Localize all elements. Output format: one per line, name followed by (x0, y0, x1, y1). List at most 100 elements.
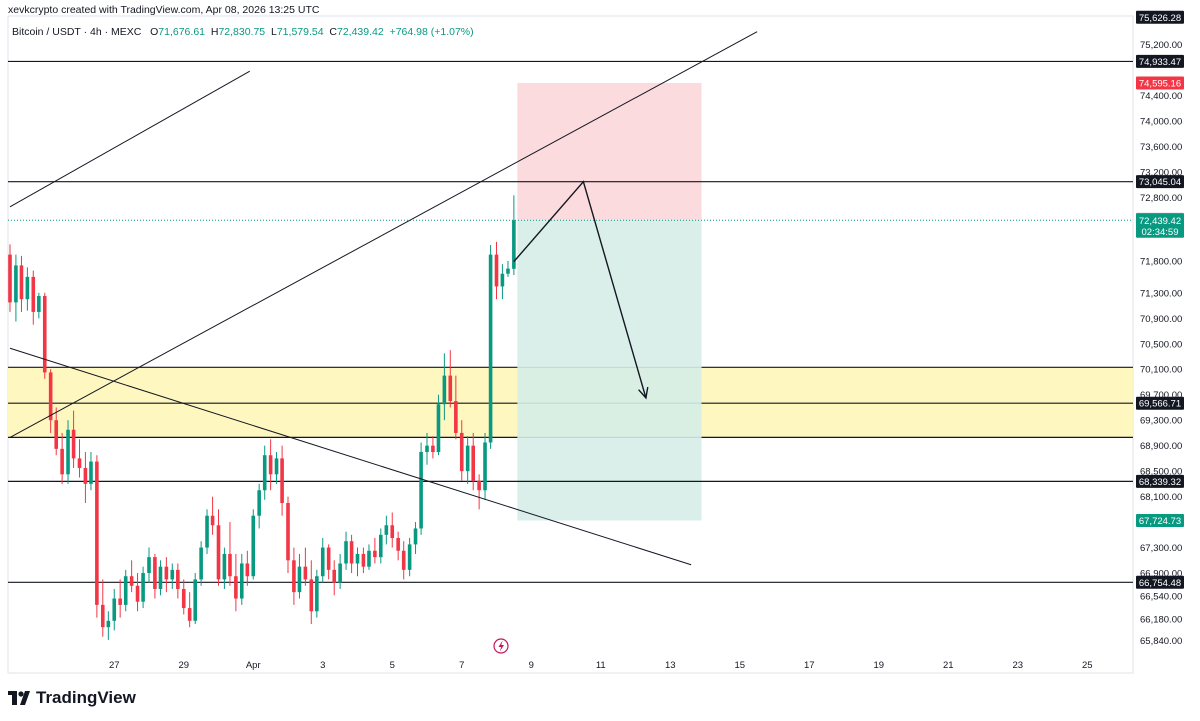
candle-body (477, 480, 481, 491)
candle (315, 569, 319, 618)
candle-body (274, 458, 279, 475)
candle (205, 509, 209, 554)
candle-body (419, 452, 423, 529)
candle-body (205, 515, 209, 548)
candle-body (332, 569, 337, 583)
candle-body (71, 429, 76, 459)
candle (494, 241, 499, 300)
candle-body (187, 608, 192, 621)
countdown-label: 02:34:59 (1142, 227, 1179, 238)
candle (228, 522, 232, 586)
y-tick-label: 70,900.00 (1140, 314, 1182, 325)
candle (419, 442, 423, 535)
candle-body (315, 576, 319, 612)
price-badge-label: 75,626.28 (1139, 13, 1181, 24)
candle (344, 531, 348, 570)
candle (448, 350, 453, 408)
candle-body (431, 445, 435, 453)
candle-body (77, 458, 82, 468)
candle-body (500, 273, 505, 287)
y-tick-label: 75,200.00 (1140, 40, 1182, 51)
candle-body (19, 265, 24, 300)
candle (506, 260, 510, 277)
candle-body (483, 442, 487, 491)
tradingview-logo-icon (8, 691, 30, 705)
y-tick-label: 73,600.00 (1140, 142, 1182, 153)
candle-body (292, 560, 296, 593)
y-tick-label: 66,180.00 (1140, 614, 1182, 625)
candle-body (210, 515, 215, 526)
candle-body (407, 544, 412, 570)
price-badge-label: 74,933.47 (1139, 57, 1181, 68)
candle-body (147, 557, 151, 574)
candle (48, 369, 53, 433)
y-tick-label: 70,500.00 (1140, 339, 1182, 350)
price-badge-label: 74,595.16 (1139, 78, 1181, 89)
candle (89, 452, 93, 491)
candle (431, 436, 435, 459)
candle (378, 528, 383, 564)
price-badge-bg (1136, 474, 1184, 488)
candle (268, 439, 273, 491)
candle (37, 292, 41, 319)
candle (239, 553, 244, 605)
candle (245, 550, 250, 586)
candle (297, 553, 302, 599)
candle-body (454, 401, 458, 433)
symbol-name[interactable]: Bitcoin / USDT · 4h · MEXC (12, 26, 142, 38)
candle-body (123, 576, 128, 605)
candle-body (37, 296, 41, 312)
candle (262, 445, 267, 500)
candle-body (141, 573, 145, 602)
x-tick-label: 29 (178, 660, 189, 671)
candle (309, 560, 314, 624)
candle-body (245, 563, 250, 577)
candle (216, 509, 221, 586)
x-tick-label: 27 (109, 660, 120, 671)
candle-body (361, 553, 366, 567)
price-badge-bg (1136, 10, 1184, 24)
candle-body (436, 404, 441, 453)
x-tick-label: 17 (804, 660, 815, 671)
candle (199, 541, 203, 586)
y-tick-label: 66,540.00 (1140, 591, 1182, 602)
price-badge-red: 74,595.16 (1136, 76, 1184, 90)
candle (176, 563, 180, 599)
candle-body (42, 296, 47, 373)
candle-body (228, 553, 232, 577)
candle (25, 267, 30, 311)
candle-body (8, 254, 12, 303)
y-tick-label: 65,840.00 (1140, 636, 1182, 647)
price-badge-black: 69,566.71 (1136, 396, 1184, 410)
trendline-3 (9, 347, 692, 566)
candle-body (153, 557, 157, 589)
candle-body (222, 553, 227, 580)
tradingview-logo[interactable]: TradingView (8, 688, 136, 708)
y-tick-label: 72,800.00 (1140, 193, 1182, 204)
candle (274, 452, 279, 484)
price-badge-bg (1136, 76, 1184, 90)
symbol-legend: Bitcoin / USDT · 4h · MEXC O71,676.61 H7… (12, 26, 474, 38)
candle (19, 255, 24, 312)
open-value: 71,676.61 (158, 26, 205, 38)
candle (280, 445, 284, 516)
candle (118, 579, 122, 618)
candle (210, 496, 215, 535)
candle-body (181, 588, 186, 609)
candle (42, 292, 47, 379)
candle (257, 483, 261, 529)
low-value: 71,579.54 (276, 26, 324, 38)
candle-body (83, 467, 88, 484)
candle-body (112, 598, 117, 621)
price-badge-black: 74,933.47 (1136, 54, 1184, 68)
candlestick-series (8, 195, 516, 640)
candle (367, 544, 371, 570)
candle-body (95, 461, 99, 605)
candle-body (170, 569, 175, 580)
candle-body (280, 458, 284, 503)
projection-arrow-head (638, 386, 649, 400)
candle-body (129, 576, 134, 586)
price-badge-bg (1136, 213, 1184, 238)
